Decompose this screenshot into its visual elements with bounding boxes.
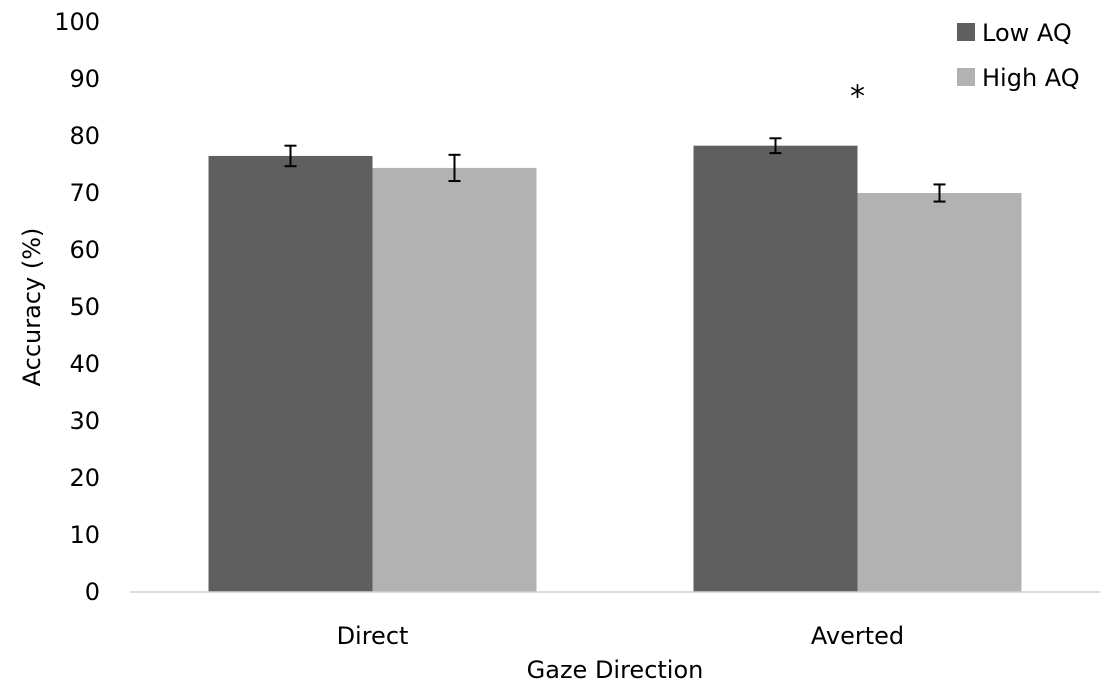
y-tick-label: 40 [69,350,100,378]
y-tick-label: 90 [69,65,100,93]
category-label-direct: Direct [337,622,409,650]
y-tick-label: 70 [69,179,100,207]
bar-high-aq-averted [857,193,1022,592]
category-label-averted: Averted [811,622,904,650]
legend-swatch-high-aq [957,68,975,86]
bar-low-aq-direct [208,155,373,592]
y-axis-title: Accuracy (%) [18,228,46,387]
bars [208,145,1022,593]
y-tick-label: 20 [69,464,100,492]
legend-swatch-low-aq [957,23,975,41]
legend-label-low-aq: Low AQ [982,19,1072,47]
y-tick-label: 0 [85,578,100,606]
category-labels: Direct Averted [337,622,905,650]
y-axis-ticks: 0 10 20 30 40 50 60 70 80 90 100 [54,8,100,606]
y-tick-label: 100 [54,8,100,36]
legend: Low AQ High AQ [957,19,1080,92]
x-axis-title: Gaze Direction [527,656,704,684]
y-tick-label: 80 [69,122,100,150]
y-tick-label: 10 [69,521,100,549]
annotations: * [850,79,865,114]
bar-high-aq-direct [372,167,537,593]
legend-label-high-aq: High AQ [982,64,1080,92]
y-tick-label: 30 [69,407,100,435]
error-bars [284,137,946,203]
y-tick-label: 60 [69,236,100,264]
bar-low-aq-averted [693,145,858,592]
significance-marker: * [850,79,865,114]
y-tick-label: 50 [69,293,100,321]
